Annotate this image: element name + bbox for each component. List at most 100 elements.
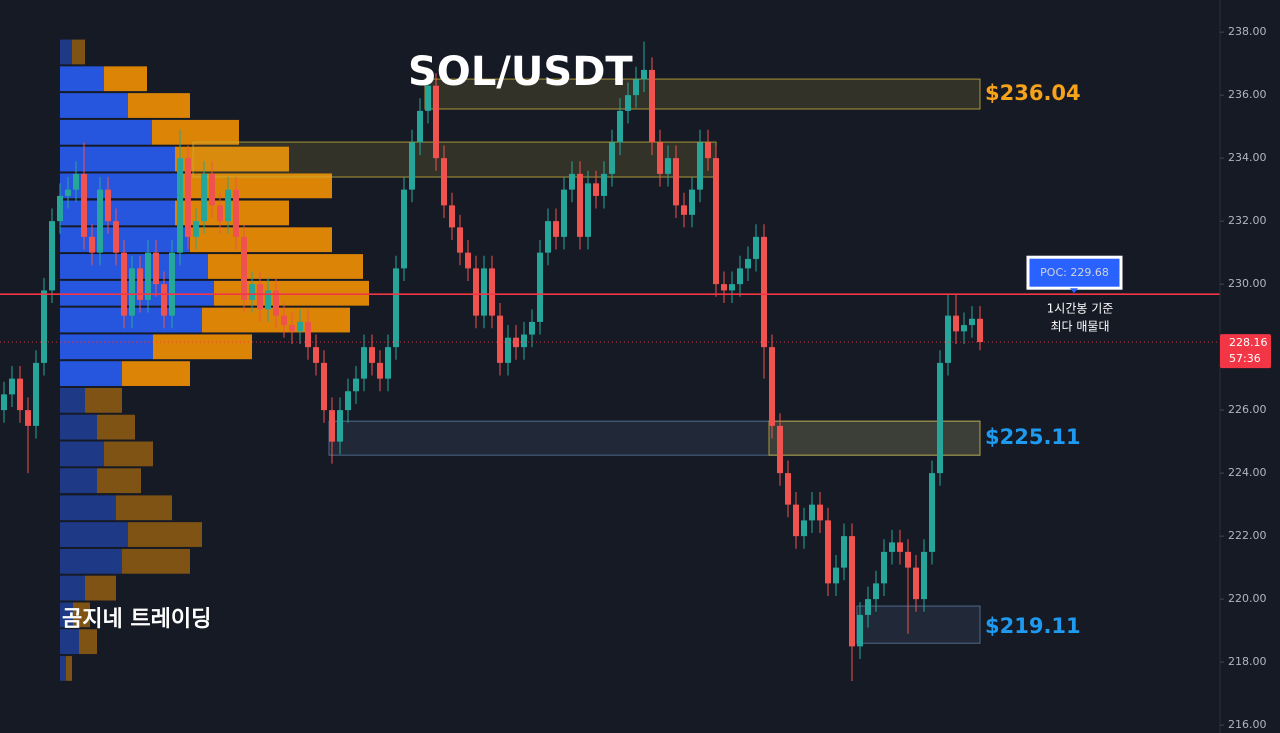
candle-body bbox=[241, 236, 247, 300]
candle-body bbox=[41, 290, 47, 363]
profile-sell-bar bbox=[214, 280, 369, 306]
profile-sell-bar bbox=[128, 93, 190, 118]
candle-body bbox=[521, 334, 527, 348]
candle-body bbox=[289, 325, 295, 332]
candle-body bbox=[537, 252, 543, 322]
profile-buy-bar bbox=[60, 575, 85, 601]
zone-label: $236.04 bbox=[985, 81, 1081, 105]
candle-body bbox=[225, 189, 231, 222]
last-price-box bbox=[1220, 334, 1271, 369]
profile-buy-bar bbox=[60, 629, 79, 655]
candle-body bbox=[609, 142, 615, 174]
candle-body bbox=[273, 290, 279, 316]
candle-body bbox=[769, 347, 775, 426]
candle-body bbox=[929, 473, 935, 552]
profile-sell-bar bbox=[85, 387, 122, 413]
profile-sell-bar bbox=[175, 200, 289, 226]
candle-body bbox=[561, 189, 567, 237]
profile-buy-bar bbox=[60, 334, 153, 360]
watermark: 곰지네 트레이딩 bbox=[62, 607, 211, 632]
poc-note: 최다 매물대 bbox=[1050, 320, 1109, 334]
candle-body bbox=[177, 158, 183, 253]
poc-note: 1시간봉 기준 bbox=[1047, 302, 1114, 316]
candle-body bbox=[761, 236, 767, 348]
poc-label: POC: 229.68 bbox=[1040, 266, 1109, 279]
profile-buy-bar bbox=[60, 522, 128, 547]
candle-body bbox=[801, 520, 807, 537]
candle-body bbox=[425, 85, 431, 111]
profile-buy-bar bbox=[60, 119, 152, 145]
profile-sell-bar bbox=[85, 575, 116, 601]
candle-body bbox=[305, 321, 311, 348]
y-tick-label: 226.00 bbox=[1228, 403, 1267, 416]
profile-sell-bar bbox=[175, 146, 289, 172]
candle-body bbox=[433, 85, 439, 159]
candle-body bbox=[585, 183, 591, 237]
profile-sell-bar bbox=[79, 629, 97, 655]
candle-body bbox=[505, 337, 511, 363]
candle-body bbox=[497, 315, 503, 363]
candle-body bbox=[681, 205, 687, 215]
candle-body bbox=[745, 258, 751, 269]
candle-body bbox=[113, 221, 119, 253]
y-tick-label: 238.00 bbox=[1228, 25, 1267, 38]
zone-label: $219.11 bbox=[985, 614, 1081, 638]
poc-label-pointer bbox=[1070, 288, 1078, 294]
y-tick-label: 224.00 bbox=[1228, 466, 1267, 479]
candle-body bbox=[321, 362, 327, 411]
zone bbox=[328, 420, 981, 456]
zone-label: $225.11 bbox=[985, 425, 1081, 449]
candle-body bbox=[361, 347, 367, 379]
y-tick-label: 222.00 bbox=[1228, 529, 1267, 542]
candle-body bbox=[49, 221, 55, 291]
profile-sell-bar bbox=[73, 602, 90, 628]
candle-body bbox=[449, 205, 455, 228]
candle-body bbox=[953, 315, 959, 332]
y-tick-label: 216.00 bbox=[1228, 718, 1267, 731]
candle-body bbox=[25, 410, 31, 426]
candle-body bbox=[417, 110, 423, 143]
profile-sell-bar bbox=[122, 548, 190, 574]
candle-body bbox=[833, 567, 839, 584]
last-price-label: 228.16 bbox=[1229, 336, 1268, 349]
candle-body bbox=[625, 95, 631, 111]
candle-body bbox=[153, 252, 159, 285]
candle-body bbox=[17, 378, 23, 411]
candle-body bbox=[329, 410, 335, 442]
y-tick-label: 236.00 bbox=[1228, 88, 1267, 101]
zone bbox=[424, 78, 981, 110]
candle-body bbox=[137, 268, 143, 300]
profile-sell-bar bbox=[152, 119, 239, 145]
candle-body bbox=[89, 236, 95, 253]
candle-body bbox=[793, 504, 799, 537]
candle-body bbox=[969, 318, 975, 326]
profile-sell-bar bbox=[208, 254, 363, 279]
candle-body bbox=[401, 189, 407, 269]
candle-body bbox=[841, 536, 847, 568]
candle-body bbox=[1, 394, 7, 411]
profile-sell-bar bbox=[66, 656, 72, 681]
candle-body bbox=[377, 362, 383, 379]
profile-buy-bar bbox=[60, 468, 97, 494]
candle-body bbox=[65, 189, 71, 196]
candle-body bbox=[129, 268, 135, 316]
candle-body bbox=[393, 268, 399, 348]
candle-body bbox=[657, 142, 663, 174]
candle-body bbox=[921, 551, 927, 600]
candle-body bbox=[913, 567, 919, 600]
candle-body bbox=[249, 284, 255, 300]
candle-body bbox=[489, 268, 495, 316]
candle-body bbox=[713, 158, 719, 285]
candle-body bbox=[945, 315, 951, 363]
candle-body bbox=[385, 347, 391, 379]
candle-body bbox=[961, 325, 967, 332]
zone bbox=[768, 420, 981, 456]
candle-body bbox=[457, 227, 463, 253]
profile-buy-bar bbox=[60, 495, 116, 521]
profile-buy-bar bbox=[60, 656, 66, 681]
y-tick-label: 232.00 bbox=[1228, 214, 1267, 227]
chart-title: SOL/USDT bbox=[408, 49, 633, 95]
candle-body bbox=[81, 173, 87, 237]
candle-body bbox=[689, 189, 695, 215]
